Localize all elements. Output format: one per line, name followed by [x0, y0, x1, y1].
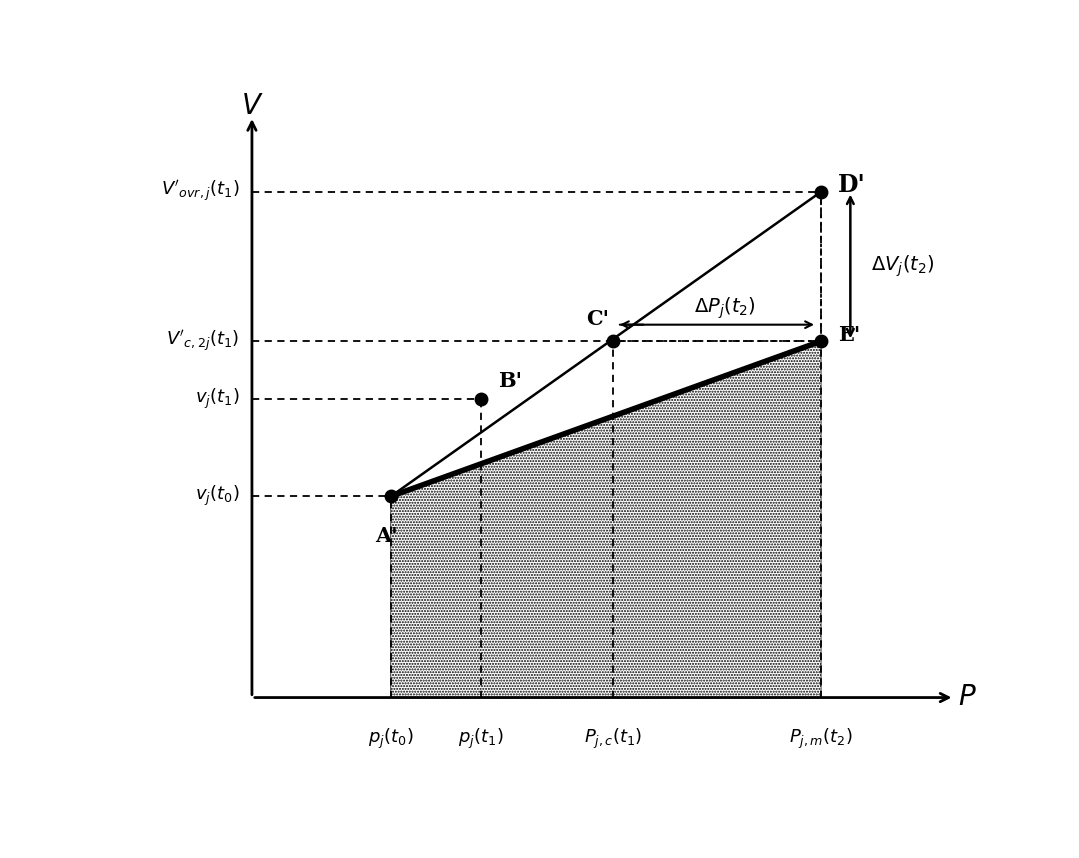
Text: $\Delta P_j(t_2)$: $\Delta P_j(t_2)$: [695, 296, 756, 322]
Text: E': E': [837, 324, 860, 345]
Text: A': A': [375, 526, 398, 546]
Text: $\Delta V_j(t_2)$: $\Delta V_j(t_2)$: [871, 254, 934, 279]
Polygon shape: [391, 341, 821, 698]
Text: $P_{j,c}(t_1)$: $P_{j,c}(t_1)$: [584, 728, 642, 752]
Text: $p_j(t_1)$: $p_j(t_1)$: [459, 728, 504, 752]
Text: $V$: $V$: [241, 93, 263, 120]
Text: $v_j(t_1)$: $v_j(t_1)$: [194, 387, 240, 411]
Text: C': C': [586, 309, 609, 329]
Text: B': B': [497, 371, 522, 390]
Text: $v_j(t_0)$: $v_j(t_0)$: [194, 484, 240, 509]
Text: $P_{j,m}(t_2)$: $P_{j,m}(t_2)$: [789, 728, 852, 752]
Text: $p_j(t_0)$: $p_j(t_0)$: [368, 728, 413, 752]
Text: $V'_{ovr,j}(t_1)$: $V'_{ovr,j}(t_1)$: [161, 179, 240, 204]
Text: $V'_{c,2j}(t_1)$: $V'_{c,2j}(t_1)$: [166, 329, 240, 353]
Text: D': D': [837, 173, 865, 197]
Text: $P$: $P$: [957, 684, 976, 711]
